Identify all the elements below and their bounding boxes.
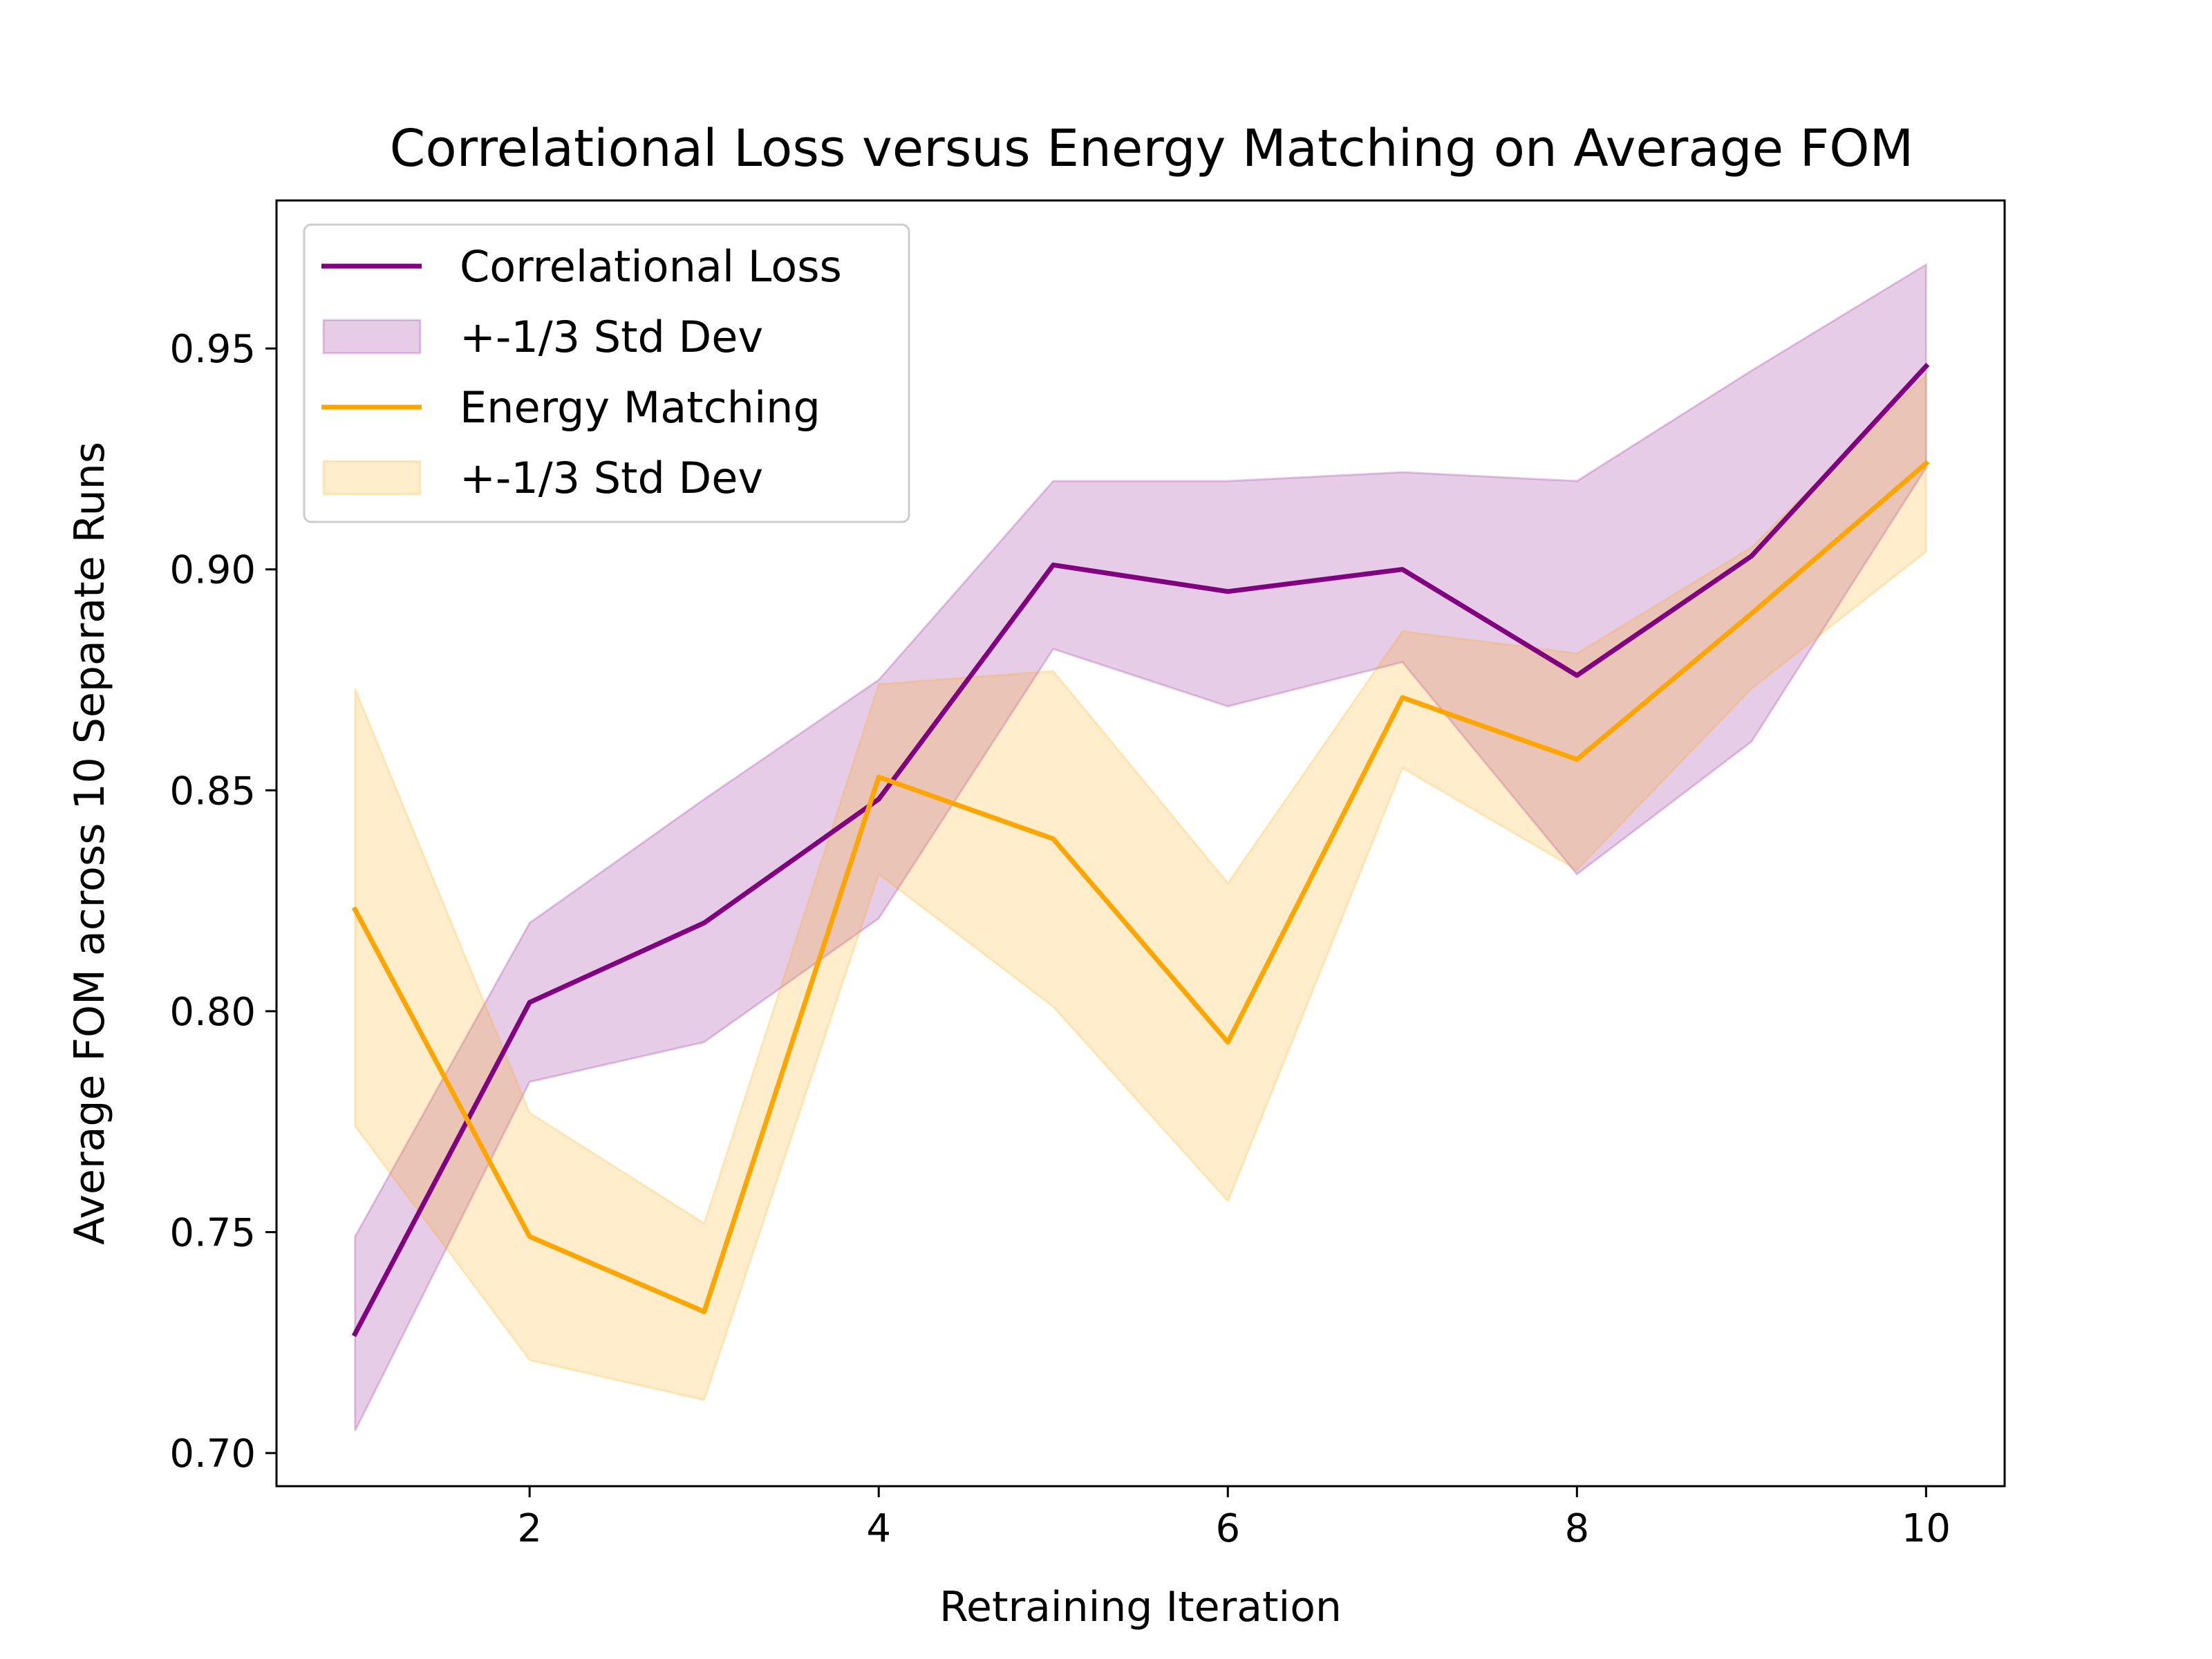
legend-frame — [303, 223, 910, 523]
legend-label: Energy Matching — [460, 382, 821, 433]
bands-layer — [354, 263, 1927, 1432]
x-axis-label: Retraining Iteration — [939, 1583, 1342, 1631]
x-tick-label: 4 — [866, 1506, 891, 1551]
lines-layer — [351, 362, 1930, 1338]
x-tick-label: 8 — [1564, 1506, 1589, 1551]
y-tick-label: 0.90 — [169, 548, 256, 593]
legend-label: Correlational Loss — [460, 241, 842, 292]
legend-label: +-1/3 Std Dev — [460, 312, 763, 362]
y-axis-ticks: 0.70 0.75 0.80 0.85 0.90 0.95 — [169, 327, 276, 1477]
y-axis-label: Average FOM across 10 Separate Runs — [66, 442, 114, 1245]
plot-frame — [275, 199, 2006, 1488]
x-tick-label: 10 — [1902, 1506, 1951, 1551]
y-tick-label: 0.95 — [169, 327, 256, 372]
legend-swatch-band — [322, 460, 422, 496]
x-axis-ticks: 2 4 6 8 10 — [517, 1486, 1951, 1551]
y-tick-label: 0.80 — [169, 990, 256, 1035]
chart-title: Correlational Loss versus Energy Matchin… — [390, 119, 1914, 178]
legend-swatch-band — [322, 319, 422, 355]
y-tick-label: 0.85 — [169, 769, 256, 814]
x-tick-label: 2 — [517, 1506, 542, 1551]
band-series-0 — [354, 263, 1927, 1432]
legend: Correlational Loss +-1/3 Std Dev Energy Ma… — [303, 223, 910, 523]
legend-label: +-1/3 Std Dev — [460, 453, 763, 503]
line-series-1 — [351, 460, 1930, 1314]
x-tick-label: 6 — [1215, 1506, 1240, 1551]
line-series-0 — [351, 362, 1930, 1338]
y-tick-label: 0.70 — [169, 1432, 256, 1477]
y-tick-label: 0.75 — [169, 1210, 256, 1255]
band-series-1 — [354, 372, 1927, 1402]
